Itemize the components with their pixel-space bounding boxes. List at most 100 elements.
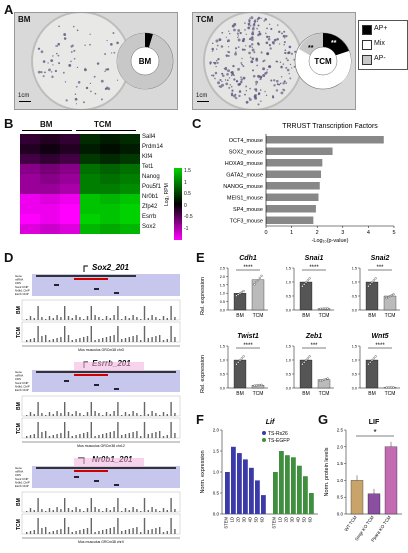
heatmap-cell bbox=[60, 154, 80, 164]
colony-dot bbox=[266, 69, 268, 71]
data-point bbox=[301, 363, 304, 366]
tcm-stars-left: ** bbox=[308, 45, 314, 52]
category-label: TCF3_mouse bbox=[230, 218, 263, 224]
colony-dot bbox=[116, 41, 119, 45]
scale-tick: 0.5 bbox=[184, 191, 191, 197]
colony-dot bbox=[227, 54, 230, 57]
coverage-bar bbox=[48, 532, 51, 534]
colony-dot bbox=[70, 50, 73, 53]
colony-dot bbox=[51, 75, 54, 79]
colony-dot bbox=[213, 61, 217, 65]
y-axis-label: Norm. protein levels bbox=[324, 447, 330, 496]
colony-dot bbox=[259, 89, 262, 91]
data-point bbox=[260, 383, 263, 386]
colony-dot bbox=[275, 89, 279, 92]
colony-dot bbox=[58, 25, 60, 28]
y-tick-label: 2.0 bbox=[213, 428, 220, 433]
coverage-bar bbox=[147, 530, 149, 534]
coverage-bar bbox=[79, 338, 81, 342]
x-tick-label: 3 bbox=[341, 230, 344, 236]
heatmap-cell bbox=[80, 224, 100, 234]
colony-dot bbox=[247, 22, 251, 26]
coverage-bar bbox=[140, 340, 142, 342]
colony-dot bbox=[256, 17, 260, 21]
heatmap-cell bbox=[20, 154, 40, 164]
y-tick-label: 1.5 bbox=[286, 267, 291, 271]
coverage-bar bbox=[60, 317, 62, 320]
highlight bbox=[74, 362, 144, 372]
colony-dot bbox=[231, 89, 234, 92]
coverage-bar bbox=[75, 435, 77, 438]
colony-dot bbox=[211, 50, 214, 52]
coverage-bar bbox=[83, 337, 85, 342]
colony-dot bbox=[264, 18, 267, 21]
colony-dot bbox=[270, 27, 273, 31]
category-label: HOXA9_mouse bbox=[225, 161, 263, 167]
track-row-label: Gene bbox=[15, 370, 22, 374]
coord-label: Mus musculus GRCm38 chr12 bbox=[77, 444, 125, 448]
bar bbox=[237, 453, 242, 514]
colony-dot bbox=[251, 43, 254, 46]
colony-dot bbox=[222, 74, 225, 78]
colony-dot bbox=[248, 19, 251, 22]
colony-dot bbox=[288, 45, 292, 49]
coverage-bar bbox=[29, 531, 32, 534]
data-point bbox=[326, 307, 329, 310]
bar bbox=[266, 205, 316, 213]
panel-a-legend: AP+ Mix AP- bbox=[358, 20, 408, 70]
panel-label-c: C bbox=[192, 116, 202, 131]
colony-dot bbox=[258, 32, 262, 36]
bar bbox=[266, 159, 323, 167]
coverage-bar bbox=[124, 434, 127, 438]
chart-title: LIF bbox=[369, 419, 380, 426]
gene-label: Klf4 bbox=[142, 154, 153, 160]
colony-dot bbox=[285, 82, 288, 84]
tcm-dish-photo: TCM 1cm TCM ** ** bbox=[192, 12, 356, 110]
coverage-bar bbox=[151, 411, 153, 416]
colony-dot bbox=[226, 79, 229, 82]
coverage-bar bbox=[109, 318, 111, 320]
data-point bbox=[324, 307, 327, 310]
bm-coverage-track bbox=[21, 491, 181, 513]
tcm-colonies bbox=[209, 16, 298, 106]
track-row-label: Sox2 ChIP bbox=[15, 285, 29, 289]
data-point bbox=[242, 289, 245, 293]
heatmap-cell bbox=[80, 204, 100, 214]
coverage-bar bbox=[45, 335, 47, 342]
y-tick-label: 0.5 bbox=[337, 495, 344, 500]
coverage-bar bbox=[37, 326, 39, 342]
sig-label: **** bbox=[309, 265, 319, 271]
x-tick-label: 5D bbox=[301, 517, 306, 522]
data-point bbox=[372, 279, 375, 282]
sig-label: *** bbox=[310, 343, 318, 349]
bar bbox=[266, 216, 314, 224]
heatmap-cell bbox=[20, 144, 40, 154]
colony-dot bbox=[63, 33, 67, 36]
y-tick-label: 0.5 bbox=[220, 373, 225, 377]
coverage-bar bbox=[132, 432, 134, 438]
data-point bbox=[387, 296, 390, 299]
tcm-scale-label: 1cm bbox=[196, 93, 208, 99]
colony-dot bbox=[285, 66, 288, 69]
colony-dot bbox=[64, 81, 67, 83]
colony-dot bbox=[237, 67, 240, 71]
colony-dot bbox=[234, 52, 237, 56]
coverage-bar bbox=[166, 339, 168, 342]
data-point bbox=[372, 357, 375, 360]
heatmap-cell bbox=[120, 174, 140, 184]
coverage-bar bbox=[60, 509, 62, 512]
lif-protein-chart: LIF 0.0 0.5 1.0 1.5 2.0 2.5 Norm. protein level… bbox=[324, 419, 402, 543]
data-point bbox=[374, 355, 377, 358]
colony-dot bbox=[113, 51, 116, 54]
colony-dot bbox=[77, 81, 81, 84]
coverage-bar bbox=[143, 326, 146, 342]
coverage-bar bbox=[75, 507, 77, 512]
colony-dot bbox=[283, 80, 286, 83]
heatmap-cell bbox=[100, 164, 120, 174]
track-row-label: mRNA bbox=[15, 374, 23, 378]
colony-dot bbox=[229, 32, 231, 35]
data-point bbox=[303, 283, 306, 286]
bar bbox=[350, 480, 364, 515]
x-tick-label: 5D bbox=[253, 517, 258, 522]
coverage-bar bbox=[147, 338, 149, 342]
